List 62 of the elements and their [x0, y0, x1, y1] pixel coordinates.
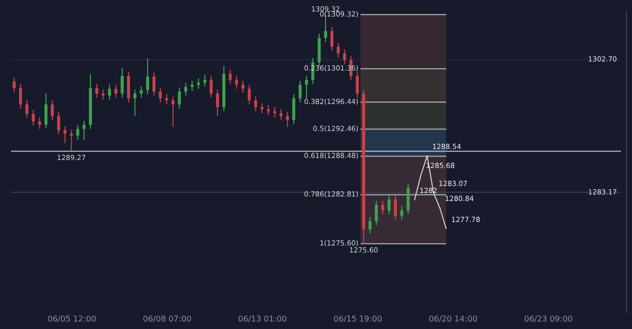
candlestick: [114, 84, 118, 98]
candlestick: [286, 111, 289, 128]
candlestick: [190, 80, 194, 92]
candlestick: [146, 58, 150, 95]
candlestick: [82, 120, 86, 141]
candlestick: [374, 200, 378, 226]
candlestick: [140, 86, 143, 98]
candlestick: [133, 88, 136, 116]
candlestick: [216, 88, 220, 116]
candlestick: [235, 75, 238, 90]
candlestick: [292, 94, 296, 125]
x-tick-label: 06/15 19:00: [333, 314, 382, 324]
candlestick: [38, 116, 42, 130]
candlestick: [12, 76, 16, 93]
candlestick: [368, 216, 372, 234]
candlestick: [254, 96, 258, 112]
candlestick: [210, 75, 213, 98]
candlestick: [330, 26, 334, 52]
candlestick: [76, 124, 80, 140]
candlestick: [248, 84, 251, 105]
candlestick: [158, 86, 162, 103]
candlestick: [298, 80, 302, 103]
candlestick: [241, 80, 244, 94]
candlestick: [108, 84, 111, 100]
x-tick-label: 06/20 14:00: [428, 314, 478, 324]
candlestick: [152, 72, 156, 96]
candlestick: [178, 86, 181, 110]
candlestick: [120, 67, 124, 98]
candlestick: [273, 106, 276, 118]
candlestick: [64, 126, 67, 144]
candlestick: [356, 71, 359, 98]
candlestick: [102, 88, 105, 100]
candlestick: [184, 82, 188, 96]
candlestick: [95, 84, 98, 98]
candlestick: [228, 69, 232, 85]
candlestick: [388, 194, 391, 215]
candlestick: [165, 94, 168, 105]
candlestick: [394, 194, 397, 220]
candlestick: [381, 200, 384, 215]
candlestick: [172, 96, 175, 128]
candlestick: [336, 42, 340, 58]
candlestick: [260, 102, 264, 114]
candlestick: [127, 71, 130, 103]
candlestick: [32, 109, 35, 126]
candlestick: [25, 99, 28, 119]
candlestick: [70, 129, 73, 152]
candlestick: [406, 183, 410, 215]
candlestick: [304, 75, 308, 99]
x-tick-label: 06/05 12:00: [48, 314, 96, 324]
candlestick: [400, 206, 404, 220]
candlestick: [19, 84, 22, 110]
x-tick-label: 06/23 09:00: [524, 314, 573, 324]
candlestick: [57, 111, 60, 135]
candlestick: [280, 108, 283, 121]
x-tick-label: 06/08 07:00: [142, 314, 192, 324]
candlestick: [343, 48, 346, 65]
candlestick: [266, 104, 270, 116]
candlestick: [50, 100, 54, 121]
x-tick-label: 06/13 01:00: [238, 314, 287, 324]
candlestick: [196, 78, 200, 90]
candlestick: [44, 93, 48, 129]
candlestick: [203, 74, 206, 88]
